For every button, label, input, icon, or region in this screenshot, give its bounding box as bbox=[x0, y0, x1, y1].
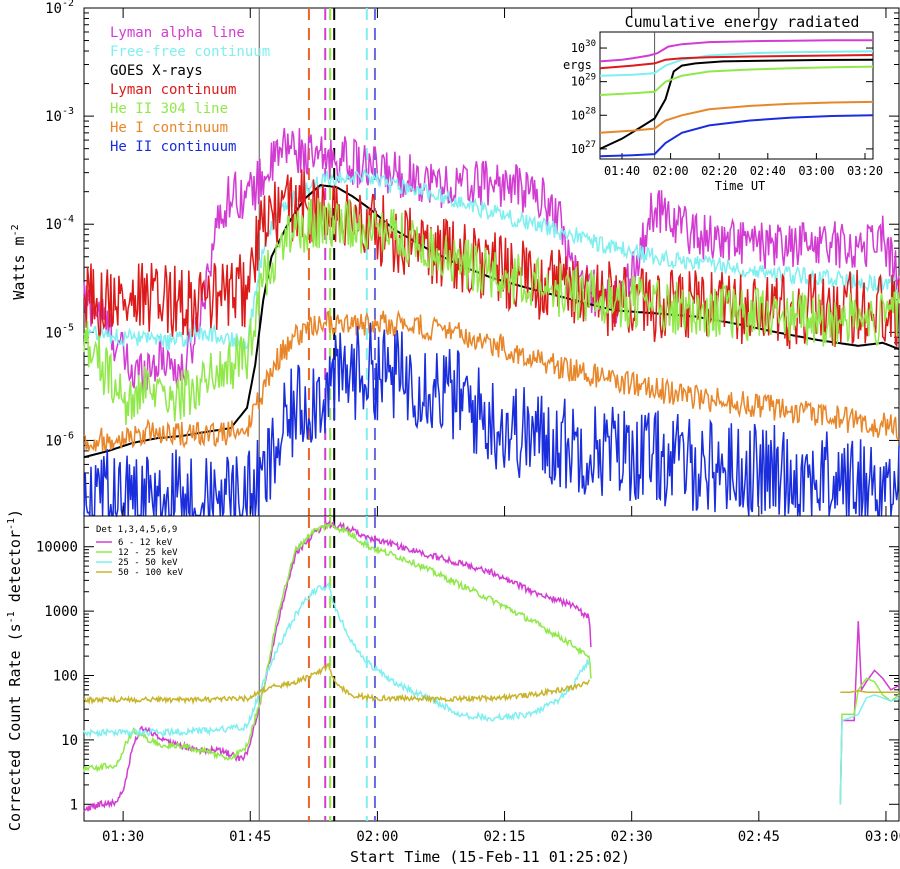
bottom-y-tick-label-100: 100 bbox=[53, 669, 78, 685]
bottom-series-late-segment-1 bbox=[839, 677, 900, 805]
top-panel: 10-6 10-5 10-4 10-3 10-2 Watts m-2 Lyman alp… bbox=[10, 0, 900, 518]
bottom-x-axis: 01:30 01:45 02:00 02:15 02:30 02:45 03:00 bbox=[102, 8, 900, 845]
inset-y-tick-label-29: 1029 bbox=[571, 73, 596, 89]
bottom-x-tick-label-02-45: 02:45 bbox=[738, 829, 780, 845]
top-series-group bbox=[83, 128, 900, 518]
top-series-line-lyman-alpha-line bbox=[83, 128, 900, 392]
legend-item-50-100: 50 - 100 keV bbox=[118, 568, 184, 578]
top-y-tick-label--3: 10-3 bbox=[45, 106, 74, 125]
legend-item-25-50: 25 - 50 keV bbox=[118, 558, 178, 568]
inset-series-line-4 bbox=[599, 65, 874, 96]
inset-y-axis-title: ergs bbox=[563, 58, 592, 72]
legend-title-detectors: Det 1,3,4,5,6,9 bbox=[96, 525, 177, 535]
top-y-tick-label--2: 10-2 bbox=[45, 0, 74, 17]
top-legend: Lyman alpha line Free-free continuum GOE… bbox=[110, 25, 270, 155]
bottom-x-tick-label-03-00: 03:00 bbox=[865, 829, 900, 845]
bottom-panel: 1 10 100 1000 10000 01:30 01:45 02:00 02:15 02:3… bbox=[6, 8, 900, 866]
bottom-legend: Det 1,3,4,5,6,9 6 - 12 keV 12 - 25 keV 2… bbox=[96, 525, 184, 578]
legend-item-he1-continuum: He I continuum bbox=[110, 120, 228, 136]
top-y-axis: 10-6 10-5 10-4 10-3 10-2 bbox=[45, 0, 899, 498]
bottom-series-line-25-50-kev bbox=[83, 582, 591, 739]
bottom-series-late-segment-3 bbox=[840, 689, 899, 693]
inset-x-tick-label-5: 03:20 bbox=[847, 164, 883, 178]
inset-y-tick-label-27: 1027 bbox=[571, 140, 596, 156]
inset-series-line-6 bbox=[599, 114, 874, 158]
inset-x-tick-label-4: 03:00 bbox=[798, 164, 834, 178]
bottom-y-tick-label-10000: 10000 bbox=[36, 540, 78, 556]
bottom-y-axis-title: Corrected Count Rate (s-1 detector-1) bbox=[6, 509, 24, 831]
legend-item-he2-304: He II 304 line bbox=[110, 101, 228, 117]
inset-frame bbox=[599, 31, 874, 160]
bottom-x-tick-label-02-30: 02:30 bbox=[611, 829, 653, 845]
inset-y-tick-label-28: 1028 bbox=[571, 106, 596, 122]
top-y-axis-title: Watts m-2 bbox=[10, 224, 28, 299]
bottom-y-tick-label-1: 1 bbox=[70, 797, 78, 813]
bottom-x-tick-label-02-00: 02:00 bbox=[356, 829, 398, 845]
bottom-y-tick-label-10: 10 bbox=[61, 733, 78, 749]
bottom-series-line-50-100-kev bbox=[83, 663, 591, 706]
bottom-series-late-segment-2 bbox=[839, 694, 900, 805]
bottom-y-axis: 1 10 100 1000 10000 bbox=[36, 526, 899, 813]
legend-item-goes: GOES X-rays bbox=[110, 63, 203, 79]
top-series-line-lyman-continuum bbox=[83, 169, 900, 349]
legend-item-free-free: Free-free continuum bbox=[110, 44, 270, 60]
bottom-x-tick-label-02-15: 02:15 bbox=[483, 829, 525, 845]
inset-chart: Cumulative energy radiated 1027102810291… bbox=[563, 13, 883, 193]
inset-series-line-5 bbox=[599, 100, 874, 134]
bottom-x-tick-label-01-30: 01:30 bbox=[102, 829, 144, 845]
legend-item-12-25: 12 - 25 keV bbox=[118, 548, 178, 558]
inset-series-group bbox=[599, 39, 874, 158]
top-y-tick-label--5: 10-5 bbox=[45, 322, 74, 341]
top-y-tick-label--6: 10-6 bbox=[45, 430, 74, 449]
bottom-marker-lines bbox=[258, 516, 376, 821]
inset-series-line-0 bbox=[599, 39, 873, 63]
inset-y-tick-label-30: 1030 bbox=[571, 39, 596, 55]
bottom-series-line-12-25-kev bbox=[83, 522, 592, 773]
legend-item-lyman-alpha: Lyman alpha line bbox=[110, 25, 245, 41]
inset-series-line-2 bbox=[599, 58, 874, 150]
inset-x-tick-label-2: 02:20 bbox=[701, 164, 737, 178]
inset-x-axis-title: Time UT bbox=[715, 179, 766, 193]
bottom-x-axis-title: Start Time (15-Feb-11 01:25:02) bbox=[350, 848, 630, 866]
top-series-line-he-ii-304-line bbox=[83, 197, 900, 426]
inset-series-line-3 bbox=[599, 54, 874, 70]
inset-axes: 1027 1028 1029 1030 01:40 02:00 02:20 02:40 03:0… bbox=[571, 32, 883, 178]
inset-x-tick-label-1: 02:00 bbox=[653, 164, 689, 178]
bottom-y-tick-label-1000: 1000 bbox=[44, 604, 78, 620]
legend-item-6-12: 6 - 12 keV bbox=[118, 538, 173, 548]
legend-item-lyman-continuum: Lyman continuum bbox=[110, 82, 236, 98]
bottom-series-late-segment-0 bbox=[839, 621, 900, 805]
inset-x-tick-label-0: 01:40 bbox=[604, 164, 640, 178]
inset-title: Cumulative energy radiated bbox=[625, 13, 860, 31]
inset-x-tick-label-3: 02:40 bbox=[750, 164, 786, 178]
bottom-panel-frame bbox=[83, 515, 900, 822]
top-y-tick-label--4: 10-4 bbox=[45, 214, 74, 233]
top-series-line-he-i-continuum bbox=[83, 309, 900, 452]
bottom-x-tick-label-01-45: 01:45 bbox=[229, 829, 271, 845]
top-series-line-he-ii-continuum bbox=[83, 322, 900, 518]
top-marker-lines bbox=[258, 8, 376, 516]
legend-item-he2-continuum: He II continuum bbox=[110, 139, 236, 155]
bottom-series-group bbox=[83, 519, 900, 813]
top-series-line-free-free-continuum bbox=[83, 168, 900, 351]
